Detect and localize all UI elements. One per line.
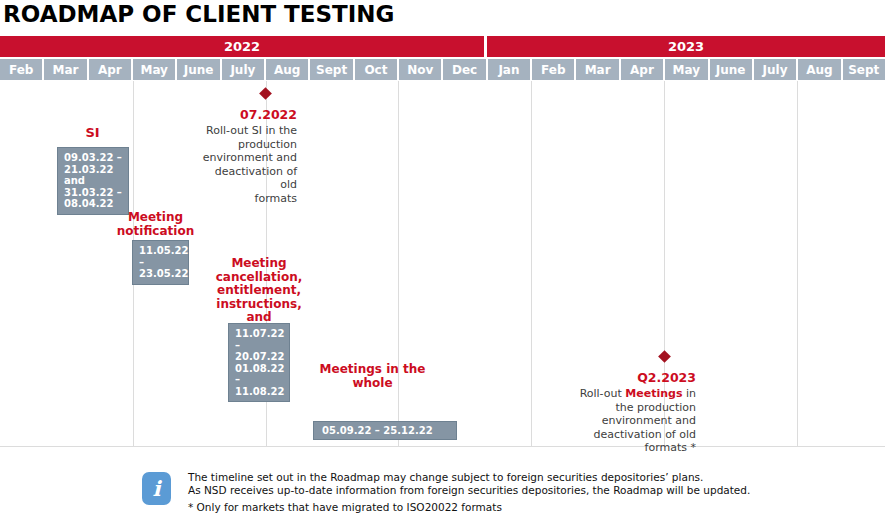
month-cell: Jan xyxy=(488,59,530,80)
month-cell: Dec xyxy=(443,59,485,80)
month-cell: June xyxy=(710,59,752,80)
description-text: Roll-out xyxy=(580,387,626,400)
milestone-diamond-07-2022 xyxy=(259,87,272,100)
milestone-date: 07.2022 xyxy=(195,107,297,122)
label-line: Meeting xyxy=(113,211,198,225)
footnote: * Only for markets that have migrated to… xyxy=(188,501,868,514)
task-bar-si: 09.03.22 – 21.03.22 and 31.03.22 – 08.04… xyxy=(57,147,129,215)
label-line: Meeting xyxy=(202,257,316,271)
description-line: environment and xyxy=(574,414,696,428)
month-cell: May xyxy=(133,59,175,80)
description-line: the production xyxy=(574,401,696,415)
month-cell: Feb xyxy=(532,59,574,80)
date-range-line: 11.08.22 xyxy=(235,386,283,398)
gridline xyxy=(531,81,532,446)
gridline xyxy=(797,81,798,446)
milestone-description: Roll-out Meetings in the production envi… xyxy=(574,387,696,455)
task-bar-meeting-cancellation: 11.07.22 – 20.07.22 01.08.22 – 11.08.22 xyxy=(228,323,290,402)
roadmap-page: ROADMAP OF CLIENT TESTING 2022 2023 Feb … xyxy=(0,0,885,519)
month-header: Feb Mar Apr May June July Aug Sept Oct N… xyxy=(0,59,885,80)
info-note: The timeline set out in the Roadmap may … xyxy=(188,471,868,514)
milestone-description: Roll-out SI in the production environmen… xyxy=(195,124,297,205)
month-cell: Apr xyxy=(621,59,663,80)
info-line: As NSD receives up-to-date information f… xyxy=(188,484,868,497)
info-icon-glyph: i xyxy=(153,476,161,501)
gridline xyxy=(398,81,399,446)
month-cell: Apr xyxy=(89,59,131,80)
task-label-si: SI xyxy=(55,126,130,140)
label-line: notification xyxy=(113,225,198,239)
description-line: environment and xyxy=(195,151,297,165)
milestone-q2-2023: Q2.2023 Roll-out Meetings in the product… xyxy=(574,370,696,455)
description-line: production xyxy=(195,138,297,152)
date-range-line: 11.07.22 – xyxy=(235,328,283,351)
description-highlight: Meetings xyxy=(625,387,682,400)
milestone-07-2022: 07.2022 Roll-out SI in the production en… xyxy=(195,107,297,205)
page-title: ROADMAP OF CLIENT TESTING xyxy=(3,1,394,27)
description-line: formats * xyxy=(574,441,696,455)
date-range-line: 21.03.22 and xyxy=(64,164,122,187)
month-cell: Mar xyxy=(44,59,86,80)
month-cell: Feb xyxy=(0,59,42,80)
label-line: Meetings in the xyxy=(315,363,430,377)
description-line: formats xyxy=(195,192,297,206)
info-icon: i xyxy=(142,472,171,505)
year-2022: 2022 xyxy=(0,36,484,57)
date-range-line: 01.08.22 – xyxy=(235,363,283,386)
description-line: deactivation of old xyxy=(574,428,696,442)
date-range-line: 09.03.22 – xyxy=(64,152,122,164)
label-line: entitlement, xyxy=(202,284,316,298)
date-range-line: – xyxy=(139,257,182,269)
info-line: The timeline set out in the Roadmap may … xyxy=(188,471,868,484)
task-bar-meeting-notification: 11.05.22 – 23.05.22 xyxy=(132,240,189,285)
description-line: Roll-out SI in the xyxy=(195,124,297,138)
month-cell: Oct xyxy=(355,59,397,80)
date-range-line: 11.05.22 xyxy=(139,245,182,257)
label-line: cancellation, xyxy=(202,271,316,285)
year-header: 2022 2023 xyxy=(0,36,885,57)
date-range-line: 05.09.22 – 25.12.22 xyxy=(322,424,448,438)
timeline-chart: SI 09.03.22 – 21.03.22 and 31.03.22 – 08… xyxy=(0,81,885,447)
date-range-line: 20.07.22 xyxy=(235,351,283,363)
description-line: Roll-out Meetings in xyxy=(574,387,696,401)
year-2023: 2023 xyxy=(487,36,885,57)
month-cell: May xyxy=(665,59,707,80)
month-cell: July xyxy=(222,59,264,80)
month-cell: Mar xyxy=(576,59,618,80)
task-label-meeting-notification: Meeting notification xyxy=(113,211,198,238)
label-line: whole xyxy=(315,377,430,391)
month-cell: June xyxy=(177,59,219,80)
month-cell: Sept xyxy=(310,59,352,80)
milestone-diamond-q2-2023 xyxy=(658,350,671,363)
description-line: deactivation of old xyxy=(195,165,297,192)
month-cell: July xyxy=(754,59,796,80)
month-cell: Sept xyxy=(843,59,885,80)
label-line: instructions, and xyxy=(202,298,316,325)
date-range-line: 08.04.22 xyxy=(64,198,122,210)
date-range-line: 23.05.22 xyxy=(139,268,182,280)
month-cell: Aug xyxy=(798,59,840,80)
description-text: in xyxy=(682,387,696,400)
milestone-date: Q2.2023 xyxy=(574,370,696,385)
task-label-meetings-whole: Meetings in the whole xyxy=(315,363,430,390)
task-bar-meetings-whole: 05.09.22 – 25.12.22 xyxy=(313,421,457,440)
date-range-line: 31.03.22 – xyxy=(64,187,122,199)
month-cell: Nov xyxy=(399,59,441,80)
month-cell: Aug xyxy=(266,59,308,80)
